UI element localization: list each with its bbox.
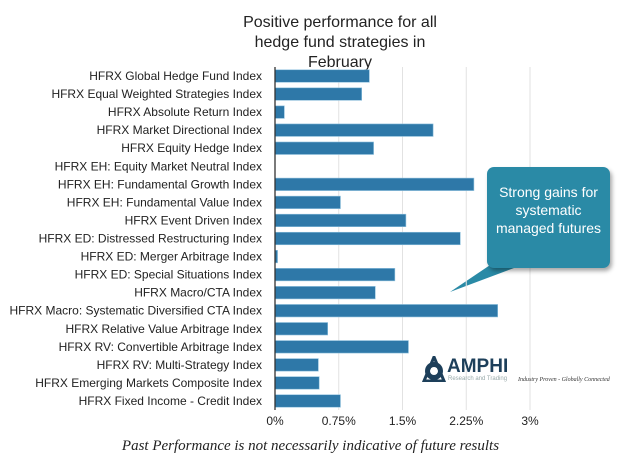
category-label: HFRX ED: Special Situations Index bbox=[75, 268, 262, 282]
category-label: HFRX Equal Weighted Strategies Index bbox=[51, 87, 262, 101]
category-label: HFRX Macro/CTA Index bbox=[134, 286, 262, 300]
bar bbox=[274, 141, 374, 155]
logo-tagline: Industry Proven - Globally Connected bbox=[518, 377, 610, 383]
x-tick-label: 0.75% bbox=[322, 414, 356, 428]
category-label: HFRX Relative Value Arbitrage Index bbox=[65, 322, 262, 336]
bar bbox=[274, 394, 341, 408]
category-label: HFRX Market Directional Index bbox=[97, 123, 262, 137]
disclaimer: Past Performance is not necessarily indi… bbox=[121, 438, 500, 454]
bar bbox=[274, 105, 285, 119]
category-label: HFRX ED: Distressed Restructuring Index bbox=[39, 232, 262, 246]
x-tick-label: 1.5% bbox=[389, 414, 417, 428]
logo-subtitle: Research and Trading bbox=[448, 376, 508, 382]
category-label: HFRX Global Hedge Fund Index bbox=[89, 69, 262, 83]
category-label: HFRX Absolute Return Index bbox=[108, 105, 262, 119]
category-label: HFRX Equity Hedge Index bbox=[121, 141, 262, 155]
bar bbox=[274, 376, 320, 390]
category-label: HFRX Emerging Markets Composite Index bbox=[35, 376, 262, 390]
bar bbox=[274, 195, 341, 209]
bar bbox=[274, 358, 319, 372]
bar bbox=[274, 268, 396, 282]
category-label: HFRX Fixed Income - Credit Index bbox=[79, 394, 262, 408]
bar bbox=[274, 123, 434, 137]
bar bbox=[274, 87, 362, 101]
bar bbox=[274, 286, 376, 300]
amphi-logo-icon bbox=[422, 356, 446, 382]
chart-title: Positive performance for all hedge fund … bbox=[243, 14, 437, 71]
category-label: HFRX RV: Convertible Arbitrage Index bbox=[59, 340, 262, 354]
bar bbox=[274, 213, 407, 227]
bar bbox=[274, 231, 461, 246]
category-label: HFRX Macro: Systematic Diversified CTA I… bbox=[9, 304, 262, 318]
bar bbox=[274, 322, 329, 336]
x-tick-label: 3% bbox=[521, 414, 539, 428]
category-label: HFRX ED: Merger Arbitrage Index bbox=[81, 250, 262, 264]
category-label: HFRX RV: Multi-Strategy Index bbox=[97, 358, 262, 372]
callout-annotation: Strong gains for systematic managed futu… bbox=[487, 167, 610, 268]
bar bbox=[274, 340, 409, 354]
category-label: HFRX Event Driven Index bbox=[125, 213, 262, 227]
x-tick-label: 2.25% bbox=[449, 414, 483, 428]
bar bbox=[274, 177, 475, 191]
x-tick-label: 0% bbox=[266, 414, 284, 428]
category-label: HFRX EH: Fundamental Growth Index bbox=[58, 177, 262, 191]
bar bbox=[274, 304, 498, 318]
category-label: HFRX EH: Fundamental Value Index bbox=[67, 195, 262, 209]
category-label: HFRX EH: Equity Market Neutral Index bbox=[55, 159, 262, 173]
bar bbox=[274, 69, 370, 83]
logo-name: AMPHI bbox=[447, 356, 509, 377]
